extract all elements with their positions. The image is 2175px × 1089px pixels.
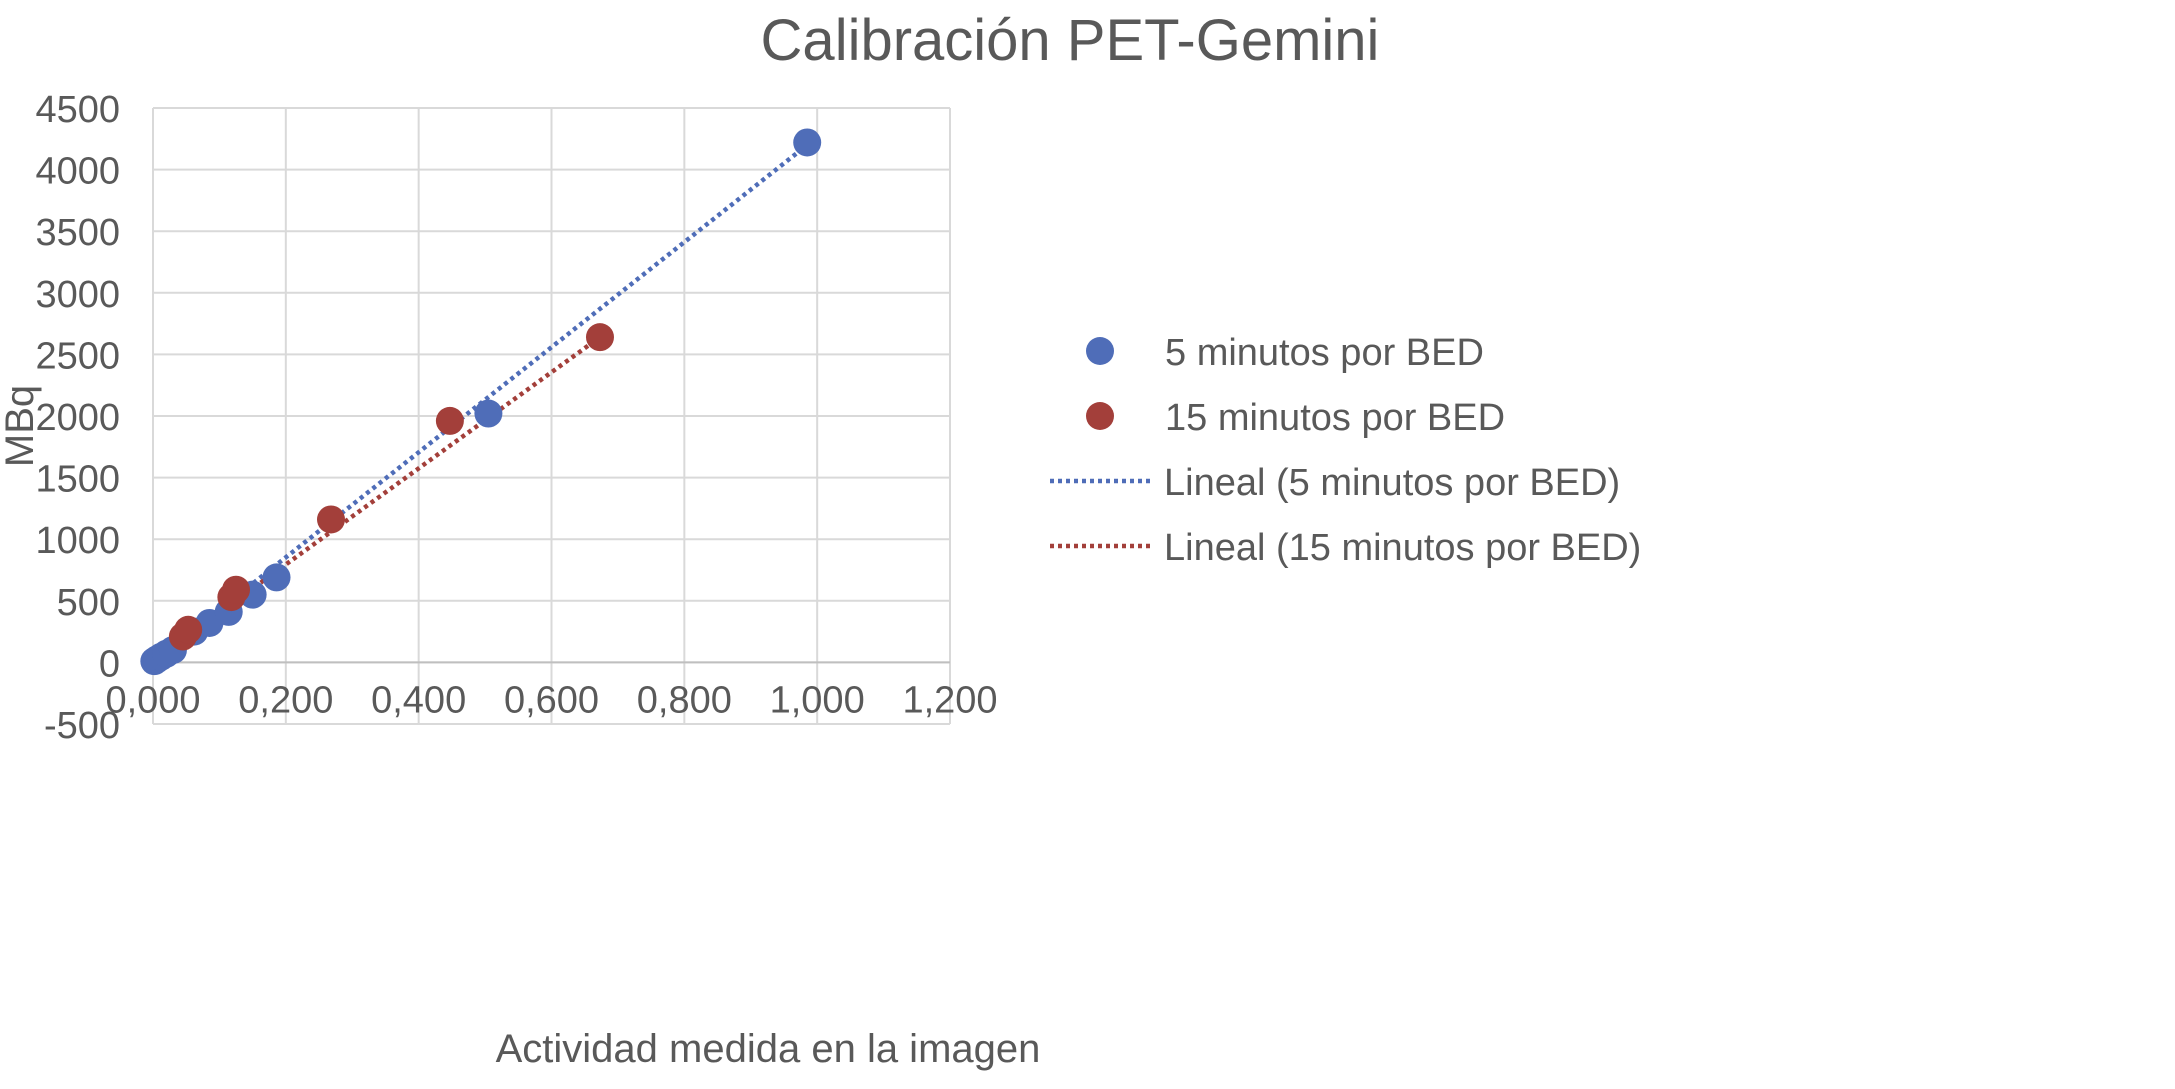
y-tick-label: 3000: [35, 274, 120, 316]
legend-label: 5 minutos por BED: [1165, 332, 1484, 374]
x-tick-label: 0,400: [371, 679, 466, 721]
y-axis-label: MBq: [0, 385, 42, 467]
data-point: [474, 399, 503, 428]
y-tick-label: 1500: [35, 459, 120, 501]
x-axis-label: Actividad medida en la imagen: [496, 1027, 1041, 1071]
legend-label: Lineal (15 minutos por BED): [1164, 527, 1641, 569]
x-tick-label: 1,200: [902, 679, 997, 721]
y-tick-label: 1000: [35, 520, 120, 562]
legend-marker: [1086, 402, 1114, 430]
data-point: [174, 615, 203, 644]
x-tick-label: 0,600: [504, 679, 599, 721]
y-tick-label: 4500: [35, 89, 120, 131]
y-tick-label: -500: [44, 705, 120, 747]
trendline: [181, 335, 602, 641]
data-point: [316, 505, 345, 534]
chart-title: Calibración PET-Gemini: [761, 8, 1380, 73]
grid-layer: [152, 107, 951, 725]
data-point: [793, 128, 822, 157]
data-point: [262, 563, 291, 592]
data-point: [585, 323, 614, 352]
y-tick-label: 0: [99, 643, 120, 685]
data-points-layer: [140, 128, 822, 676]
y-tick-label: 3500: [35, 212, 120, 254]
legend-label: 15 minutos por BED: [1165, 397, 1505, 439]
x-tick-label: 1,000: [770, 679, 865, 721]
legend-marker: [1086, 337, 1114, 365]
tick-labels-layer: -500 0 500 1000 1500 2000 2500 3000 3500 4000 4500…: [35, 89, 997, 747]
y-tick-label: 2000: [35, 397, 120, 439]
x-tick-label: 0,000: [105, 679, 200, 721]
legend-label: Lineal (5 minutos por BED): [1164, 462, 1620, 504]
x-tick-label: 0,800: [637, 679, 732, 721]
data-point: [222, 575, 251, 604]
x-tick-label: 0,200: [238, 679, 333, 721]
data-point: [435, 406, 464, 435]
y-tick-label: 500: [57, 582, 120, 624]
y-tick-label: 4000: [35, 151, 120, 193]
y-tick-label: 2500: [35, 335, 120, 377]
legend: 5 minutos por BED 15 minutos por BED Linea…: [1050, 332, 1641, 569]
